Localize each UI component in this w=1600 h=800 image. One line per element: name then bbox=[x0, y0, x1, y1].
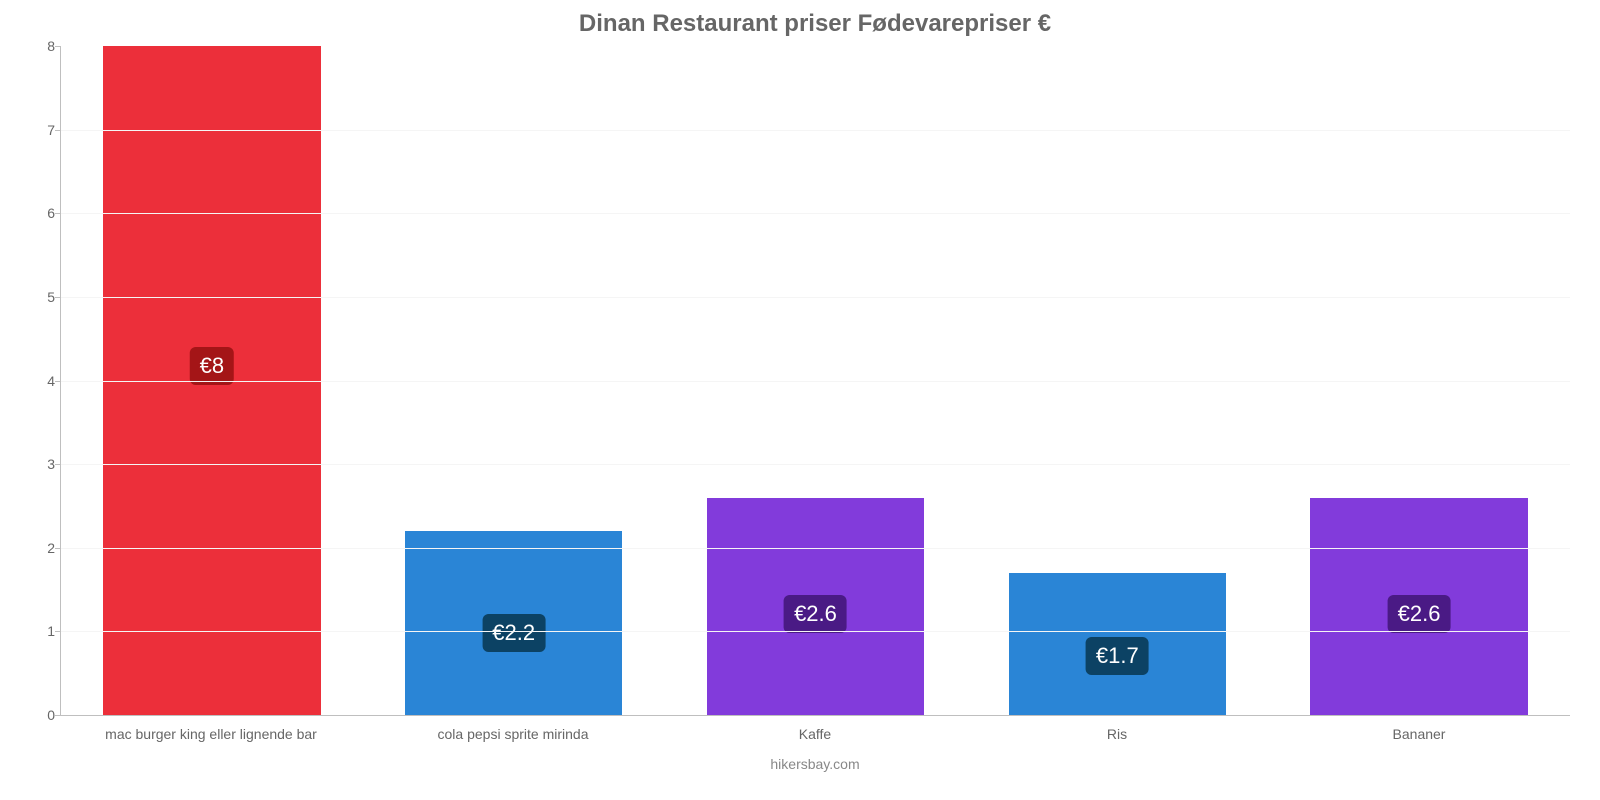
y-tick-label: 1 bbox=[31, 623, 55, 639]
y-tick-label: 8 bbox=[31, 38, 55, 54]
gridline bbox=[61, 130, 1570, 131]
y-tick-mark bbox=[55, 548, 61, 549]
value-label: €8 bbox=[190, 347, 234, 385]
gridline bbox=[61, 213, 1570, 214]
bar: €2.6 bbox=[1310, 498, 1527, 715]
value-label: €2.6 bbox=[784, 595, 847, 633]
y-tick-label: 2 bbox=[31, 540, 55, 556]
y-tick-label: 6 bbox=[31, 205, 55, 221]
x-axis-label: Bananer bbox=[1268, 726, 1570, 742]
value-label: €1.7 bbox=[1086, 637, 1149, 675]
y-tick-mark bbox=[55, 297, 61, 298]
y-tick-label: 3 bbox=[31, 456, 55, 472]
y-tick-label: 7 bbox=[31, 122, 55, 138]
value-label: €2.2 bbox=[482, 614, 545, 652]
x-axis-label: Ris bbox=[966, 726, 1268, 742]
y-tick-mark bbox=[55, 464, 61, 465]
gridline bbox=[61, 297, 1570, 298]
y-tick-mark bbox=[55, 130, 61, 131]
bar: €1.7 bbox=[1009, 573, 1226, 715]
value-label: €2.6 bbox=[1388, 595, 1451, 633]
y-tick-label: 0 bbox=[31, 707, 55, 723]
bar: €2.2 bbox=[405, 531, 622, 715]
x-axis-label: mac burger king eller lignende bar bbox=[60, 726, 362, 742]
y-tick-mark bbox=[55, 631, 61, 632]
y-tick-mark bbox=[55, 715, 61, 716]
y-tick-mark bbox=[55, 381, 61, 382]
gridline bbox=[61, 464, 1570, 465]
y-tick-label: 4 bbox=[31, 373, 55, 389]
chart-subtitle: hikersbay.com bbox=[60, 756, 1570, 772]
gridline bbox=[61, 631, 1570, 632]
plot-area: €8€2.2€2.6€1.7€2.6 012345678 bbox=[60, 46, 1570, 716]
gridline bbox=[61, 381, 1570, 382]
x-axis-labels: mac burger king eller lignende barcola p… bbox=[60, 726, 1570, 742]
gridline bbox=[61, 548, 1570, 549]
x-axis-label: Kaffe bbox=[664, 726, 966, 742]
bar: €2.6 bbox=[707, 498, 924, 715]
y-tick-label: 5 bbox=[31, 289, 55, 305]
x-axis-label: cola pepsi sprite mirinda bbox=[362, 726, 664, 742]
chart-container: Dinan Restaurant priser Fødevarepriser €… bbox=[0, 0, 1600, 800]
y-tick-mark bbox=[55, 213, 61, 214]
y-tick-mark bbox=[55, 46, 61, 47]
chart-title: Dinan Restaurant priser Fødevarepriser € bbox=[60, 10, 1570, 38]
